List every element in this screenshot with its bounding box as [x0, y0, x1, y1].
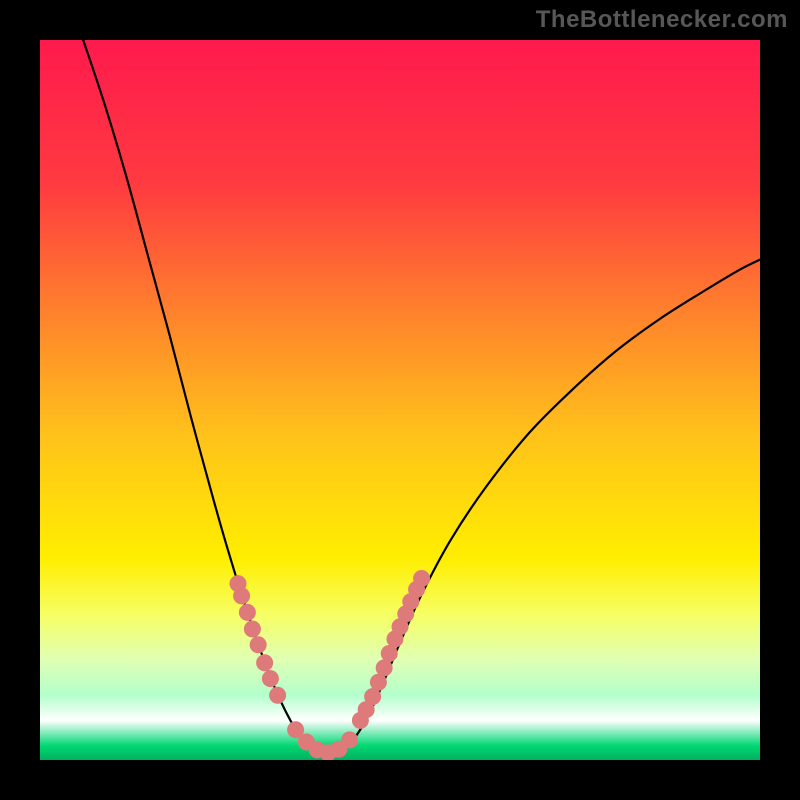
data-marker: [257, 655, 273, 671]
data-marker: [250, 637, 266, 653]
plot-area: [40, 40, 760, 761]
data-marker: [370, 674, 386, 690]
data-marker: [342, 732, 358, 748]
data-marker: [376, 660, 392, 676]
watermark-text: TheBottlenecker.com: [536, 6, 788, 34]
data-marker: [270, 687, 286, 703]
data-marker: [365, 689, 381, 705]
gradient-background: [40, 40, 760, 760]
data-marker: [381, 645, 397, 661]
data-marker: [414, 571, 430, 587]
bottleneck-chart: [0, 0, 800, 800]
data-marker: [239, 604, 255, 620]
data-marker: [234, 588, 250, 604]
data-marker: [244, 621, 260, 637]
data-marker: [262, 671, 278, 687]
